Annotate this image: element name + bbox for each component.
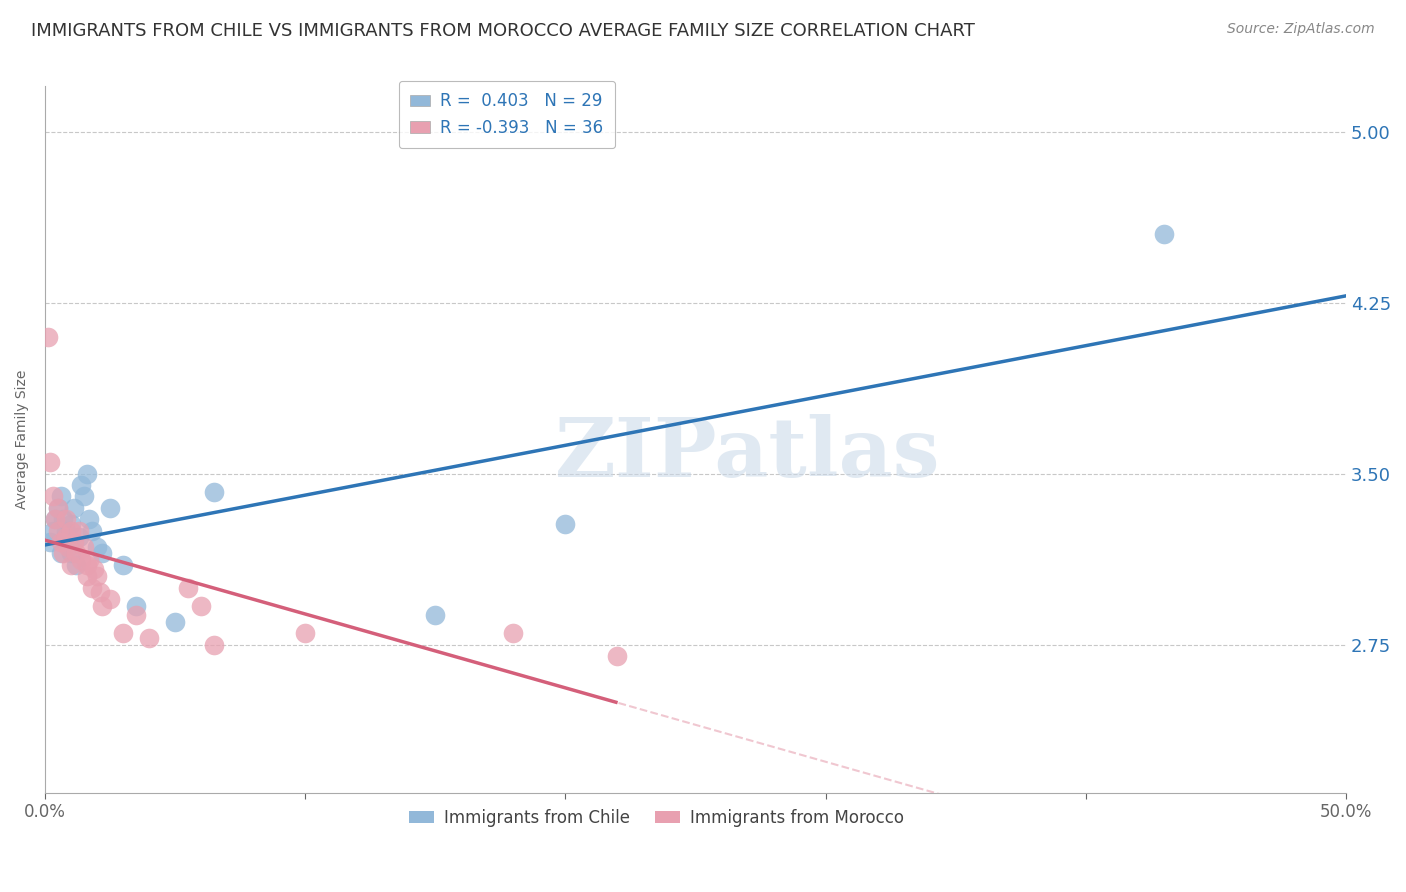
Point	[39, 455, 62, 469]
Point	[89, 585, 111, 599]
Point	[59, 516, 82, 531]
Point	[73, 490, 96, 504]
Point	[202, 484, 225, 499]
Point	[112, 626, 135, 640]
Point	[59, 558, 82, 572]
Point	[70, 478, 93, 492]
Point	[606, 648, 628, 663]
Point	[1153, 227, 1175, 242]
Point	[62, 535, 84, 549]
Point	[77, 553, 100, 567]
Point	[138, 631, 160, 645]
Point	[502, 626, 524, 640]
Point	[91, 546, 114, 560]
Point	[67, 524, 90, 538]
Point	[42, 490, 65, 504]
Point	[59, 524, 82, 538]
Point	[86, 569, 108, 583]
Legend: Immigrants from Chile, Immigrants from Morocco: Immigrants from Chile, Immigrants from M…	[402, 803, 911, 834]
Point	[67, 531, 90, 545]
Point	[58, 540, 80, 554]
Point	[73, 540, 96, 554]
Point	[554, 516, 576, 531]
Point	[83, 562, 105, 576]
Point	[55, 524, 77, 538]
Point	[112, 558, 135, 572]
Text: IMMIGRANTS FROM CHILE VS IMMIGRANTS FROM MOROCCO AVERAGE FAMILY SIZE CORRELATION: IMMIGRANTS FROM CHILE VS IMMIGRANTS FROM…	[31, 22, 974, 40]
Point	[76, 467, 98, 481]
Point	[52, 512, 75, 526]
Point	[46, 524, 69, 538]
Point	[76, 569, 98, 583]
Text: Source: ZipAtlas.com: Source: ZipAtlas.com	[1227, 22, 1375, 37]
Point	[165, 615, 187, 629]
Point	[49, 546, 72, 560]
Point	[425, 607, 447, 622]
Point	[49, 490, 72, 504]
Point	[52, 546, 75, 560]
Point	[125, 599, 148, 613]
Point	[125, 607, 148, 622]
Point	[91, 599, 114, 613]
Point	[294, 626, 316, 640]
Point	[76, 558, 98, 572]
Point	[55, 512, 77, 526]
Point	[80, 581, 103, 595]
Point	[65, 558, 87, 572]
Point	[77, 512, 100, 526]
Point	[65, 546, 87, 560]
Point	[44, 512, 66, 526]
Point	[46, 500, 69, 515]
Point	[55, 531, 77, 545]
Point	[190, 599, 212, 613]
Point	[98, 500, 121, 515]
Point	[177, 581, 200, 595]
Point	[202, 638, 225, 652]
Point	[80, 524, 103, 538]
Point	[59, 546, 82, 560]
Point	[42, 524, 65, 538]
Text: ZIPatlas: ZIPatlas	[555, 414, 941, 493]
Point	[46, 500, 69, 515]
Point	[44, 512, 66, 526]
Point	[70, 553, 93, 567]
Point	[58, 535, 80, 549]
Y-axis label: Average Family Size: Average Family Size	[15, 370, 30, 509]
Point	[37, 330, 59, 344]
Point	[49, 535, 72, 549]
Point	[62, 500, 84, 515]
Point	[86, 540, 108, 554]
Point	[98, 592, 121, 607]
Point	[39, 535, 62, 549]
